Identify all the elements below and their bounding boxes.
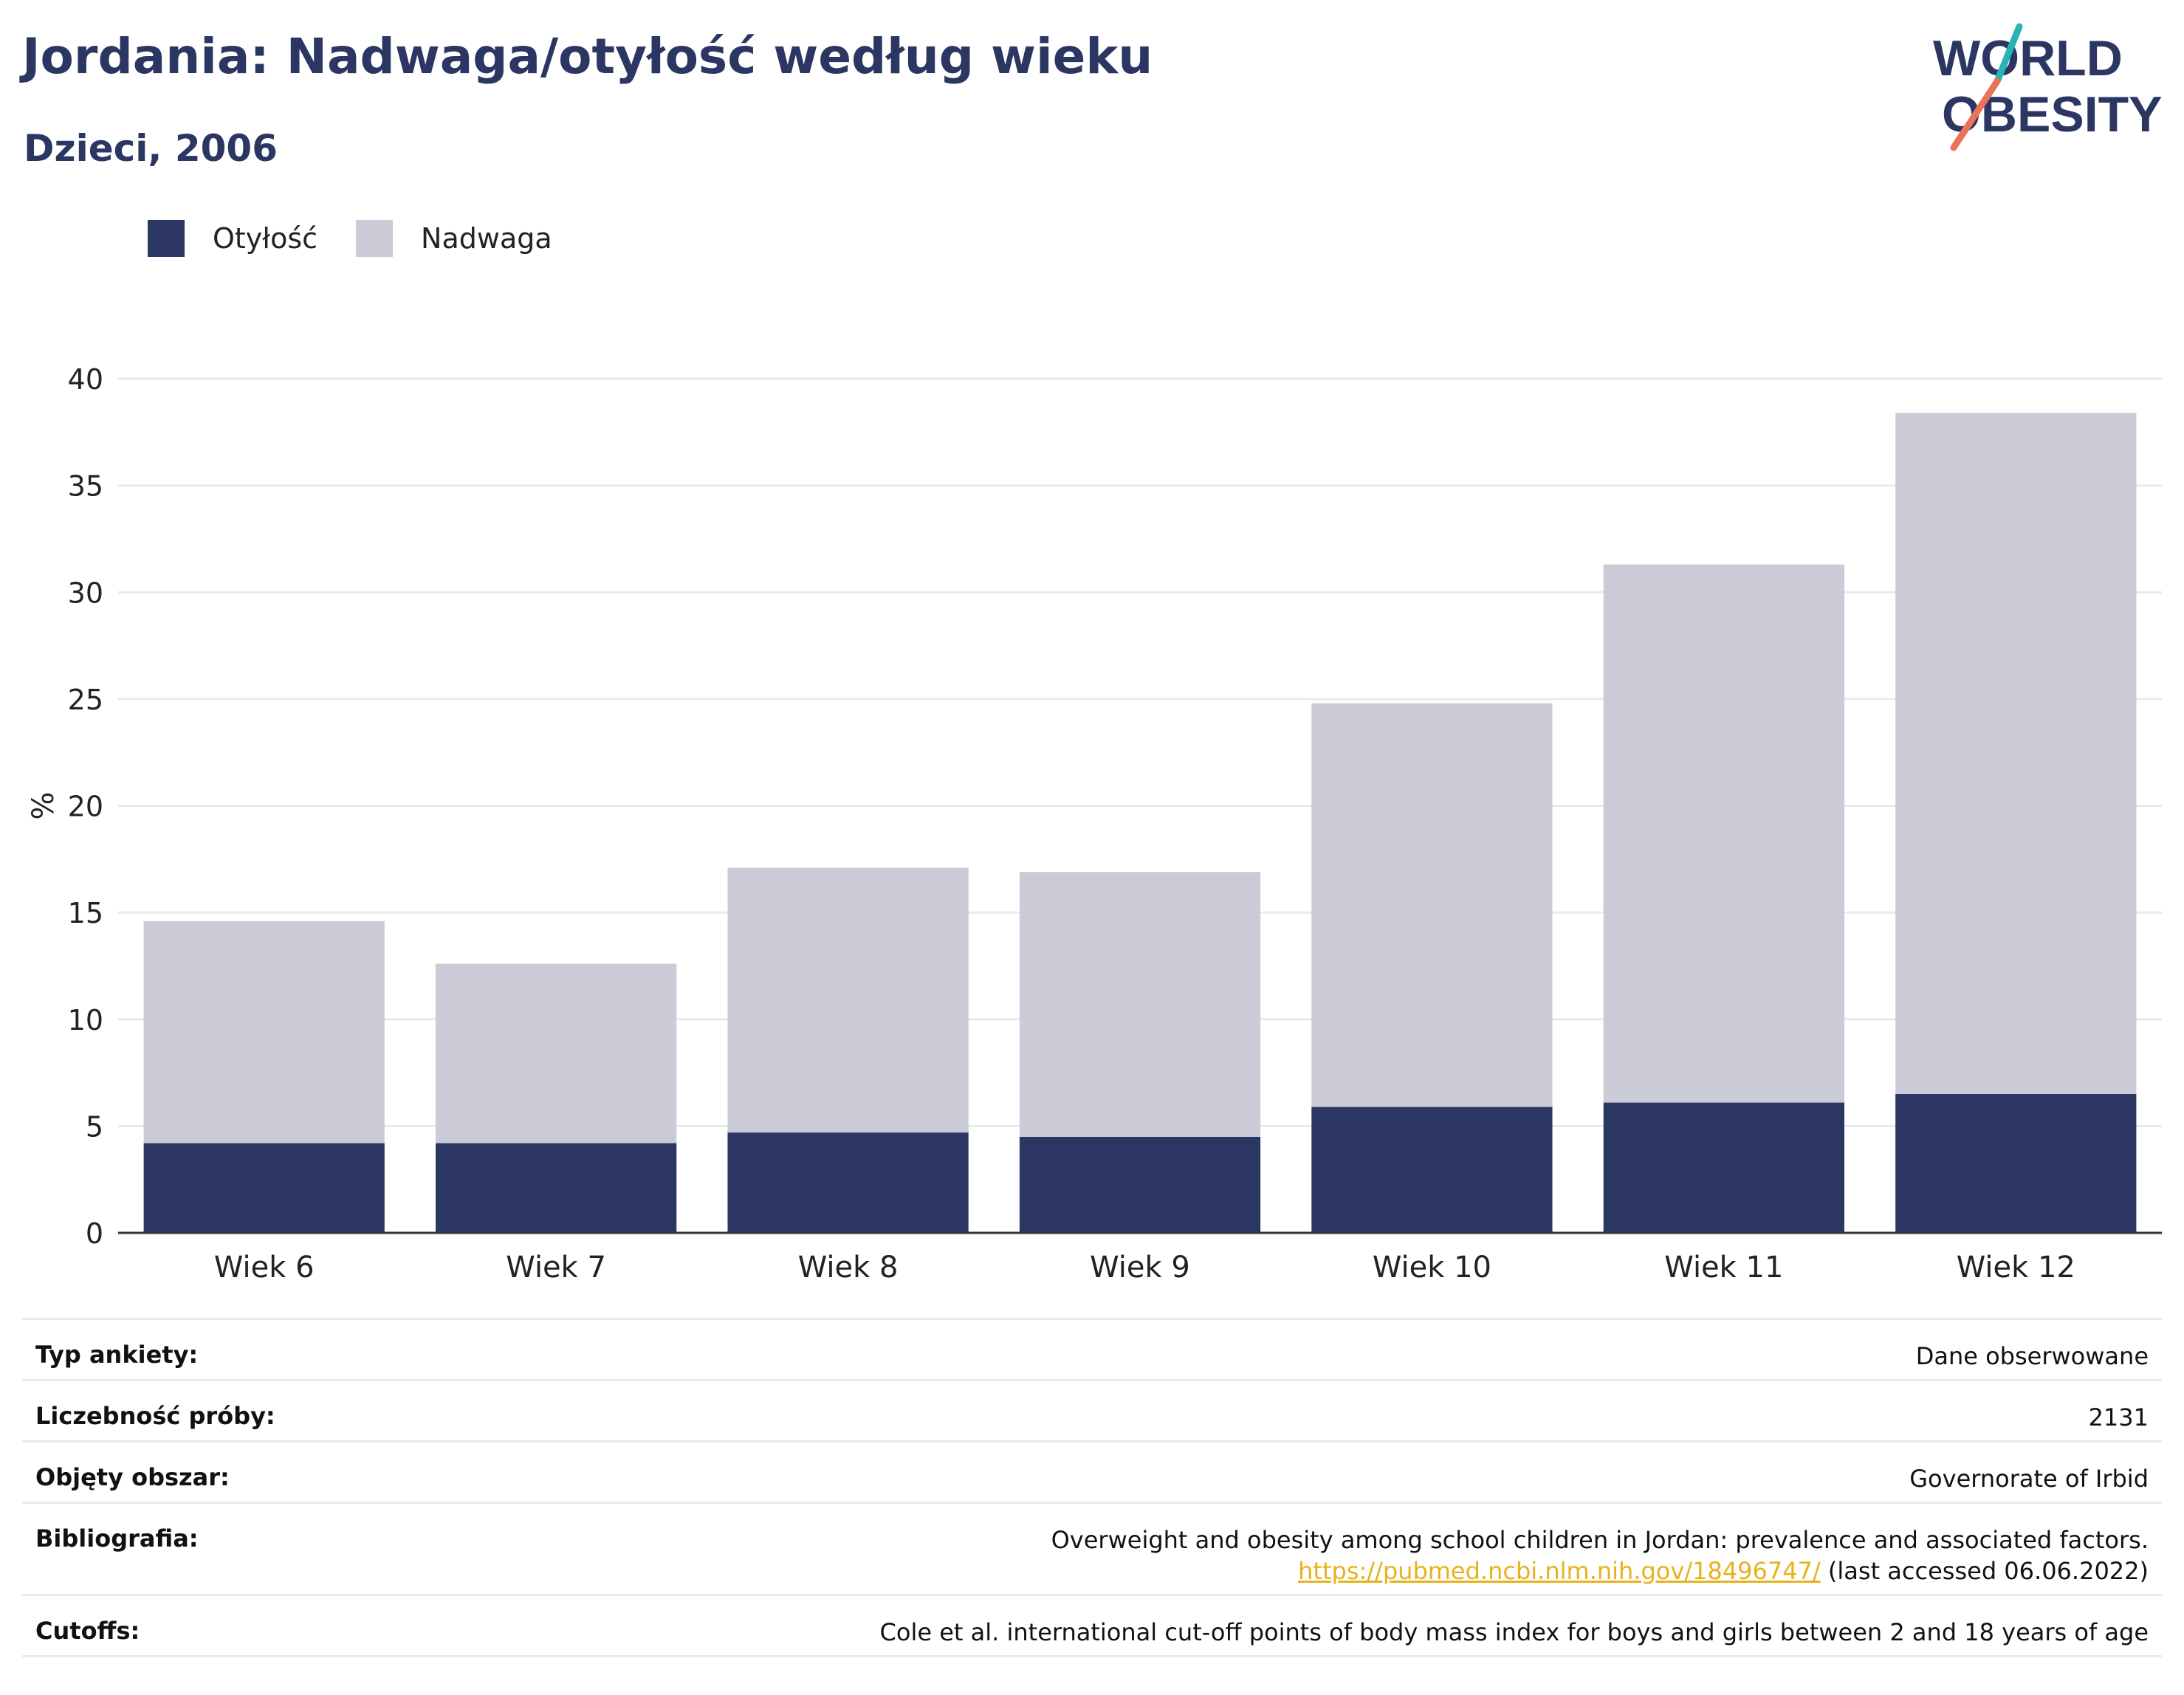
meta-bottom-border [22,1655,2162,1657]
x-tick-label: Wiek 9 [1090,1251,1190,1285]
stacked-bar-chart: 0 5 10 15 20 25 30 35 40% Wiek 6 Wiek 7 Wiek 8 Wiek … [27,363,2162,1285]
y-tick-label: 30 [68,577,103,609]
meta-label: Bibliografia: [35,1524,199,1553]
logo-slash-top [1994,23,2023,85]
bar-overweight-4 [1311,703,1553,1107]
bar-obesity-6 [1895,1093,2137,1233]
meta-row-area: Objęty obszar: Governorate of Irbid [22,1440,2162,1502]
meta-value: Overweight and obesity among school chil… [1051,1524,2149,1586]
bar-overweight-5 [1603,564,1844,1103]
bar-overweight-2 [727,867,969,1133]
legend-label: Otyłość [213,222,318,255]
legend-label: Nadwaga [421,222,552,255]
bar-overweight-0 [143,921,385,1144]
bar-obesity-5 [1603,1102,1844,1233]
bar-obesity-4 [1311,1107,1553,1233]
chart-title: Jordania: Nadwaga/otyłość według wieku [22,28,1153,85]
bar-obesity-2 [727,1132,969,1233]
meta-label: Cutoffs: [35,1617,140,1645]
meta-row-cutoffs: Cutoffs: Cole et al. international cut-o… [22,1594,2162,1655]
meta-row-survey-type: Typ ankiety: Dane obserwowane [22,1318,2162,1379]
x-tick-label: Wiek 11 [1664,1251,1783,1285]
bibliography-text: Overweight and obesity among school chil… [1051,1526,2149,1554]
legend-item-1: Nadwaga [356,220,552,257]
x-tick-label: Wiek 6 [214,1251,315,1285]
legend-swatch [148,220,185,257]
world-obesity-logo: WORLD OBESITY [1933,23,2163,151]
legend: Otyłość Nadwaga [148,219,591,258]
metadata-table: Typ ankiety: Dane obserwowane Liczebność… [22,1318,2162,1657]
x-tick-label: Wiek 7 [506,1251,606,1285]
bar-obesity-1 [436,1143,677,1233]
x-tick-label: Wiek 10 [1373,1251,1491,1285]
y-tick-label: 20 [68,791,103,823]
y-tick-label: 15 [68,897,103,929]
meta-value: Dane obserwowane [1915,1342,2149,1370]
y-tick-label: 25 [68,684,103,716]
x-tick-label: Wiek 8 [798,1251,899,1285]
y-tick-label: 40 [68,363,103,396]
bibliography-link[interactable]: https://pubmed.ncbi.nlm.nih.gov/18496747… [1298,1557,1821,1585]
chart-subtitle: Dzieci, 2006 [24,127,278,170]
legend-item-0: Otyłość [148,220,317,257]
bar-obesity-3 [1019,1136,1261,1233]
meta-label: Objęty obszar: [35,1463,230,1491]
meta-value: 2131 [2088,1403,2149,1431]
meta-row-sample-size: Liczebność próby: 2131 [22,1379,2162,1440]
logo-slash-bottom [1950,78,2001,151]
x-tick-label: Wiek 12 [1957,1251,2075,1285]
bar-overweight-1 [436,963,677,1144]
y-tick-label: 35 [68,470,103,503]
meta-label: Typ ankiety: [35,1341,199,1369]
y-tick-label: 10 [68,1004,103,1036]
y-tick-label: 0 [86,1217,103,1250]
legend-swatch [356,220,394,257]
meta-value: Cole et al. international cut-off points… [879,1618,2149,1646]
meta-value: Governorate of Irbid [1909,1465,2149,1493]
bar-overweight-6 [1895,413,2137,1094]
meta-label: Liczebność próby: [35,1402,275,1430]
meta-row-bibliography: Bibliografia: Overweight and obesity amo… [22,1502,2162,1594]
bar-obesity-0 [143,1143,385,1233]
y-tick-label: 5 [86,1110,103,1143]
y-axis-label: % [27,791,61,819]
logo-word-world: WORLD [1933,30,2123,86]
bibliography-accessed: (last accessed 06.06.2022) [1820,1557,2149,1585]
bar-overweight-3 [1019,872,1261,1137]
